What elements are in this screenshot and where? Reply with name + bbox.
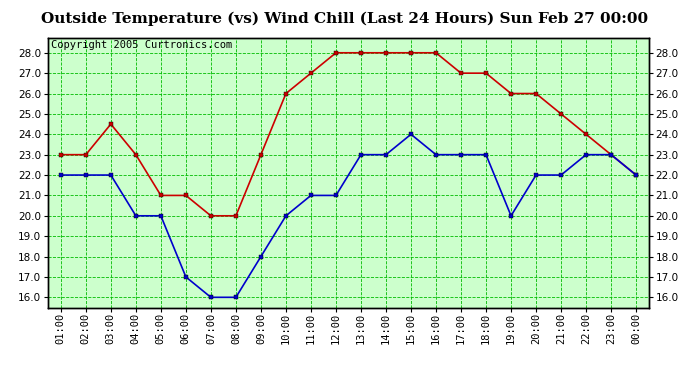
Text: Outside Temperature (vs) Wind Chill (Last 24 Hours) Sun Feb 27 00:00: Outside Temperature (vs) Wind Chill (Las… xyxy=(41,11,649,26)
Text: Copyright 2005 Curtronics.com: Copyright 2005 Curtronics.com xyxy=(51,40,233,50)
